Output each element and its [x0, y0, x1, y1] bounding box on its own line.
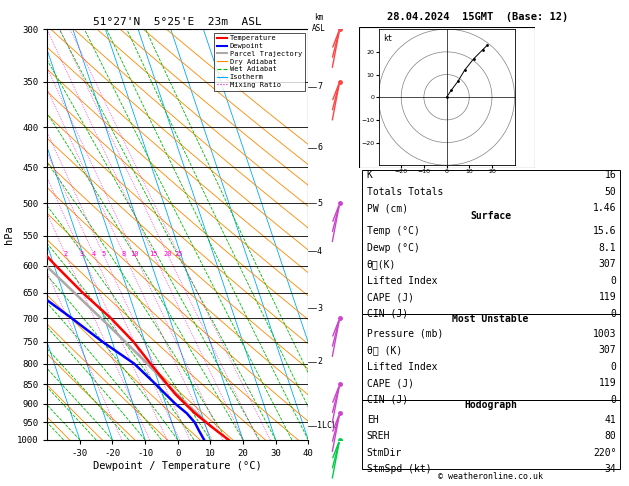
Text: Lifted Index: Lifted Index	[367, 362, 437, 372]
Text: 3: 3	[317, 304, 322, 313]
Text: 1LCL: 1LCL	[317, 421, 337, 431]
Text: 8.1: 8.1	[599, 243, 616, 253]
Text: SREH: SREH	[367, 431, 390, 441]
Text: 0: 0	[611, 362, 616, 372]
Text: StmDir: StmDir	[367, 448, 402, 458]
Text: CAPE (J): CAPE (J)	[367, 293, 414, 302]
Text: θ⁣ (K): θ⁣ (K)	[367, 345, 402, 355]
Text: 6: 6	[317, 143, 322, 153]
Text: 4: 4	[91, 251, 96, 257]
Text: 3: 3	[79, 251, 84, 257]
Text: Surface: Surface	[470, 211, 511, 222]
Text: Hodograph: Hodograph	[464, 400, 517, 410]
Text: 50: 50	[604, 187, 616, 197]
Text: 41: 41	[604, 415, 616, 425]
Text: kt: kt	[383, 34, 392, 43]
Text: K: K	[367, 170, 372, 180]
Text: 220°: 220°	[593, 448, 616, 458]
Text: Totals Totals: Totals Totals	[367, 187, 443, 197]
Text: PW (cm): PW (cm)	[367, 203, 408, 213]
Text: Most Unstable: Most Unstable	[452, 314, 529, 324]
Text: 0: 0	[611, 395, 616, 405]
Text: CIN (J): CIN (J)	[367, 395, 408, 405]
Y-axis label: hPa: hPa	[4, 225, 14, 244]
Text: EH: EH	[367, 415, 379, 425]
Text: 25: 25	[174, 251, 183, 257]
Text: 0: 0	[611, 276, 616, 286]
Text: 7: 7	[317, 82, 322, 91]
Text: 307: 307	[599, 345, 616, 355]
Text: 5: 5	[101, 251, 105, 257]
Text: Lifted Index: Lifted Index	[367, 276, 437, 286]
Text: 2: 2	[64, 251, 67, 257]
Text: km
ASL: km ASL	[312, 13, 326, 33]
Text: 10: 10	[130, 251, 138, 257]
Text: θ⁣(K): θ⁣(K)	[367, 260, 396, 269]
Text: 119: 119	[599, 378, 616, 388]
Title: 51°27'N  5°25'E  23m  ASL: 51°27'N 5°25'E 23m ASL	[93, 17, 262, 27]
Text: Dewp (°C): Dewp (°C)	[367, 243, 420, 253]
Text: 34: 34	[604, 464, 616, 474]
Text: 16: 16	[604, 170, 616, 180]
Text: StmSpd (kt): StmSpd (kt)	[367, 464, 431, 474]
Text: © weatheronline.co.uk: © weatheronline.co.uk	[438, 472, 543, 481]
Text: Pressure (mb): Pressure (mb)	[367, 329, 443, 339]
Text: 1.46: 1.46	[593, 203, 616, 213]
Text: 2: 2	[317, 357, 322, 366]
X-axis label: Dewpoint / Temperature (°C): Dewpoint / Temperature (°C)	[93, 461, 262, 470]
Text: 28.04.2024  15GMT  (Base: 12): 28.04.2024 15GMT (Base: 12)	[387, 12, 569, 22]
Text: 0: 0	[611, 309, 616, 319]
Text: Temp (°C): Temp (°C)	[367, 226, 420, 236]
Text: 15.6: 15.6	[593, 226, 616, 236]
Text: 15: 15	[149, 251, 158, 257]
Text: 4: 4	[317, 246, 322, 256]
Text: CAPE (J): CAPE (J)	[367, 378, 414, 388]
Text: 80: 80	[604, 431, 616, 441]
Legend: Temperature, Dewpoint, Parcel Trajectory, Dry Adiabat, Wet Adiabat, Isotherm, Mi: Temperature, Dewpoint, Parcel Trajectory…	[214, 33, 304, 90]
Text: CIN (J): CIN (J)	[367, 309, 408, 319]
Text: 307: 307	[599, 260, 616, 269]
Text: 8: 8	[122, 251, 126, 257]
Text: 119: 119	[599, 293, 616, 302]
Text: 20: 20	[163, 251, 172, 257]
Text: 1003: 1003	[593, 329, 616, 339]
Text: 5: 5	[317, 199, 322, 208]
